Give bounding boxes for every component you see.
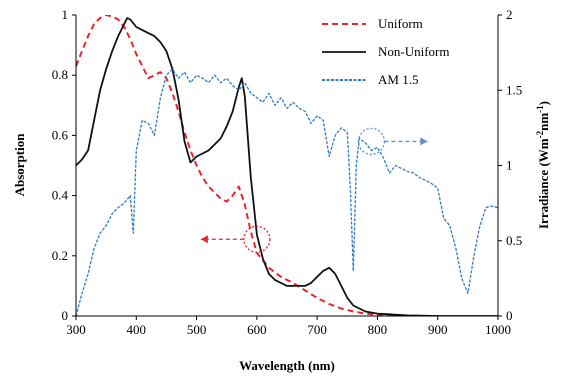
x-axis-title: Wavelength (nm) bbox=[239, 358, 335, 373]
y-left-tick-label: 0.4 bbox=[52, 188, 69, 203]
y-axis-right-title-part: -2 bbox=[535, 130, 545, 138]
y-axis-right-title-part: Irradiance (Wm bbox=[536, 138, 551, 229]
y-axis-right-title-part: ) bbox=[536, 101, 551, 105]
y-left-tick-label: 0.6 bbox=[52, 127, 69, 142]
x-tick-label: 300 bbox=[66, 322, 86, 337]
am15-axis-marker-arrow-head bbox=[420, 137, 428, 146]
y-right-tick-label: 1 bbox=[506, 158, 513, 173]
y-left-tick-label: 0.8 bbox=[52, 67, 68, 82]
y-left-tick-label: 0 bbox=[62, 308, 69, 323]
series-line-uniform bbox=[76, 15, 438, 316]
series-line-am-1-5 bbox=[76, 68, 498, 316]
y-right-tick-label: 0 bbox=[506, 308, 513, 323]
x-tick-label: 500 bbox=[187, 322, 207, 337]
y-right-tick-label: 1.5 bbox=[506, 82, 522, 97]
legend-label-non-uniform: Non-Uniform bbox=[378, 44, 450, 59]
legend-label-am-1-5: AM 1.5 bbox=[378, 72, 418, 87]
x-tick-label: 1000 bbox=[485, 322, 511, 337]
y-left-tick-label: 0.2 bbox=[52, 248, 68, 263]
x-tick-label: 600 bbox=[247, 322, 267, 337]
series-line-non-uniform bbox=[76, 17, 498, 316]
y-axis-right-title-part: -1 bbox=[535, 105, 545, 113]
y-axis-right-title-part: nm bbox=[536, 113, 551, 131]
legend-label-uniform: Uniform bbox=[378, 16, 423, 31]
y-right-tick-label: 0.5 bbox=[506, 233, 522, 248]
uniform-axis-marker-arrow-head bbox=[200, 235, 208, 244]
y-axis-left-title: Absorption bbox=[12, 133, 27, 197]
x-tick-label: 900 bbox=[428, 322, 448, 337]
y-right-tick-label: 2 bbox=[506, 7, 513, 22]
y-left-tick-label: 1 bbox=[62, 7, 69, 22]
x-tick-label: 400 bbox=[127, 322, 147, 337]
y-axis-right-title: Irradiance (Wm-2nm-1) bbox=[535, 101, 551, 229]
x-tick-label: 800 bbox=[368, 322, 388, 337]
x-tick-label: 700 bbox=[307, 322, 327, 337]
